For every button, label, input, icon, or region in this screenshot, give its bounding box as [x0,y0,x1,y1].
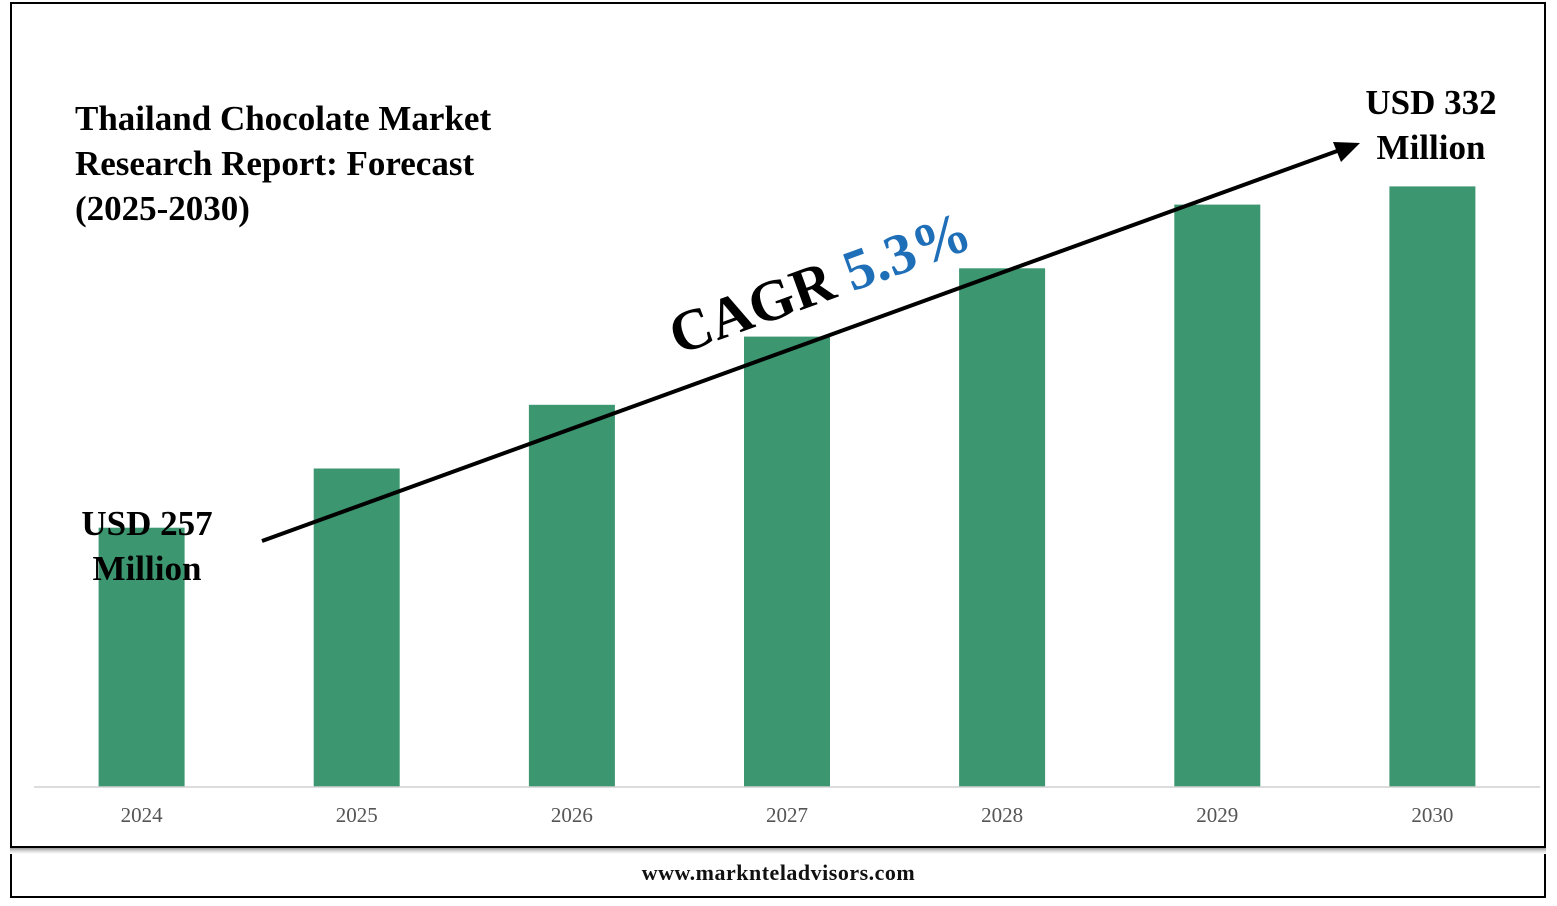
bar-2024 [98,527,185,787]
chart-title-line-3: (2025-2030) [75,189,250,228]
bar-2030 [1389,186,1476,787]
bar-series [98,186,1476,788]
chart-title: Thailand Chocolate Market Research Repor… [75,99,491,228]
end-value-line-1: USD 332 [1365,83,1496,122]
bar-2027 [744,336,830,787]
x-tick-label-2030: 2030 [1411,803,1453,827]
x-axis-tick-labels: 2024 2025 2026 2027 2028 2029 2030 [121,803,1454,827]
growth-arrow [261,142,1360,543]
x-tick-label-2028: 2028 [981,803,1023,827]
start-value-line-2: Million [93,549,202,588]
end-value-label: USD 332 Million [1365,83,1496,167]
start-value-line-1: USD 257 [81,504,212,543]
x-tick-label-2025: 2025 [336,803,378,827]
bar-2028 [959,268,1046,787]
chart-title-line-1: Thailand Chocolate Market [75,99,491,138]
x-tick-label-2029: 2029 [1196,803,1238,827]
end-value-line-2: Million [1377,128,1486,167]
start-value-label: USD 257 Million [81,504,212,588]
x-tick-label-2024: 2024 [121,803,164,827]
bar-2026 [528,404,615,787]
growth-arrow-head [1333,142,1360,162]
x-tick-label-2026: 2026 [551,803,593,827]
bar-2025 [313,468,400,787]
x-tick-label-2027: 2027 [766,803,808,827]
growth-arrow-line [261,148,1341,543]
chart-title-line-2: Research Report: Forecast [75,144,474,183]
footer-website-link[interactable]: www.marknteladvisors.com [641,860,916,885]
bar-2029 [1174,204,1261,788]
footer-divider [10,846,1546,854]
